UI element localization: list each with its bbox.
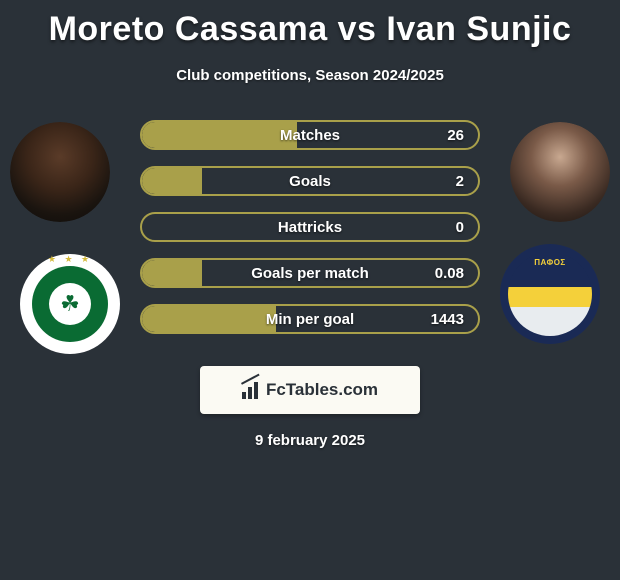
- fctables-logo: FcTables.com: [200, 366, 420, 414]
- stat-label: Goals: [142, 168, 478, 194]
- comparison-panel: ★ ★ ★ ☘ ΠΑΦΟΣ Matches26 Goals2 Hattricks0 G…: [0, 114, 620, 354]
- stat-bars: Matches26 Goals2 Hattricks0 Goals per match…: [140, 114, 480, 334]
- stat-value: 0.08: [435, 260, 464, 286]
- stat-bar: Goals per match0.08: [140, 258, 480, 288]
- stat-value: 2: [456, 168, 464, 194]
- club-right-badge: ΠΑΦΟΣ: [500, 244, 600, 344]
- shamrock-icon: ☘: [49, 283, 91, 325]
- player-right-avatar: [510, 122, 610, 222]
- chart-icon: [242, 381, 260, 399]
- page-title: Moreto Cassama vs Ivan Sunjic: [0, 0, 620, 49]
- stat-label: Min per goal: [142, 306, 478, 332]
- avatar-image-right: [510, 122, 610, 222]
- stat-label: Goals per match: [142, 260, 478, 286]
- omonia-badge: ★ ★ ★ ☘: [26, 260, 114, 348]
- stat-bar: Min per goal1443: [140, 304, 480, 334]
- stat-bar: Goals2: [140, 166, 480, 196]
- player-left-avatar: [10, 122, 110, 222]
- stat-value: 0: [456, 214, 464, 240]
- date-text: 9 february 2025: [0, 432, 620, 449]
- avatar-image-left: [10, 122, 110, 222]
- pafos-badge: ΠΑΦΟΣ: [508, 252, 592, 336]
- badge-stars-icon: ★ ★ ★: [26, 254, 114, 265]
- stat-label: Matches: [142, 122, 478, 148]
- subtitle: Club competitions, Season 2024/2025: [0, 67, 620, 84]
- badge-ring: ☘: [32, 266, 108, 342]
- stat-bar: Matches26: [140, 120, 480, 150]
- club-left-badge: ★ ★ ★ ☘: [20, 254, 120, 354]
- stat-bar: Hattricks0: [140, 212, 480, 242]
- logo-text: FcTables.com: [266, 380, 378, 400]
- stat-value: 26: [447, 122, 464, 148]
- stat-label: Hattricks: [142, 214, 478, 240]
- badge-text: ΠΑΦΟΣ: [508, 258, 592, 267]
- stat-value: 1443: [431, 306, 464, 332]
